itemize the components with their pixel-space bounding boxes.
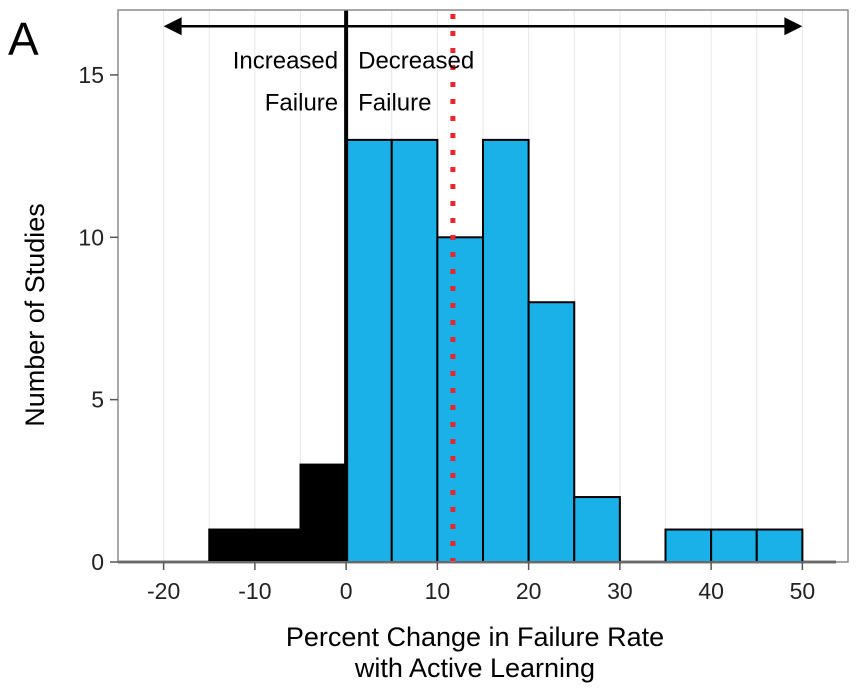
annotations: Increased Failure Decreased Failure — [233, 47, 474, 116]
y-tick-label: 5 — [91, 387, 104, 413]
bars-layer — [208, 138, 804, 564]
histogram-bar — [390, 138, 439, 563]
panel-label: A — [8, 13, 39, 65]
direction-arrow-left-head — [163, 17, 182, 36]
histogram-bar — [755, 528, 804, 564]
y-tick-label: 15 — [78, 62, 104, 88]
histogram-bar — [299, 463, 348, 563]
increased-label-line1: Increased — [233, 47, 338, 74]
x-tick-label: -20 — [147, 578, 180, 604]
histogram-bar — [253, 528, 302, 564]
x-tick-label: 30 — [607, 578, 633, 604]
histogram-bar — [345, 138, 393, 563]
decreased-label-line2: Failure — [358, 90, 431, 117]
histogram-bar — [482, 138, 530, 563]
x-tick-label: 10 — [425, 578, 451, 604]
increased-label-line2: Failure — [265, 90, 338, 117]
direction-arrow-right-head — [784, 17, 803, 36]
histogram-bar — [436, 236, 484, 563]
x-tick-label: -10 — [238, 578, 271, 604]
reference-lines — [163, 10, 803, 562]
histogram-bar — [208, 528, 256, 564]
x-axis-label-line1: Percent Change in Failure Rate — [286, 622, 664, 652]
axis-ticks: -20 -10 0 10 20 30 40 50 0 5 10 15 — [78, 62, 815, 604]
y-tick-label: 0 — [91, 549, 104, 575]
histogram-bar — [527, 301, 576, 563]
x-tick-label: 0 — [340, 578, 353, 604]
y-tick-label: 10 — [78, 224, 104, 250]
y-axis-label: Number of Studies — [20, 203, 50, 427]
histogram-bar — [664, 528, 713, 564]
histogram-bar — [710, 528, 758, 564]
x-tick-label: 50 — [790, 578, 816, 604]
decreased-label-line1: Decreased — [358, 47, 474, 74]
histogram-bar — [573, 496, 621, 564]
x-axis-label-line2: with Active Learning — [354, 653, 595, 683]
plot-frame — [117, 9, 849, 563]
x-tick-label: 40 — [698, 578, 724, 604]
x-tick-label: 20 — [516, 578, 542, 604]
